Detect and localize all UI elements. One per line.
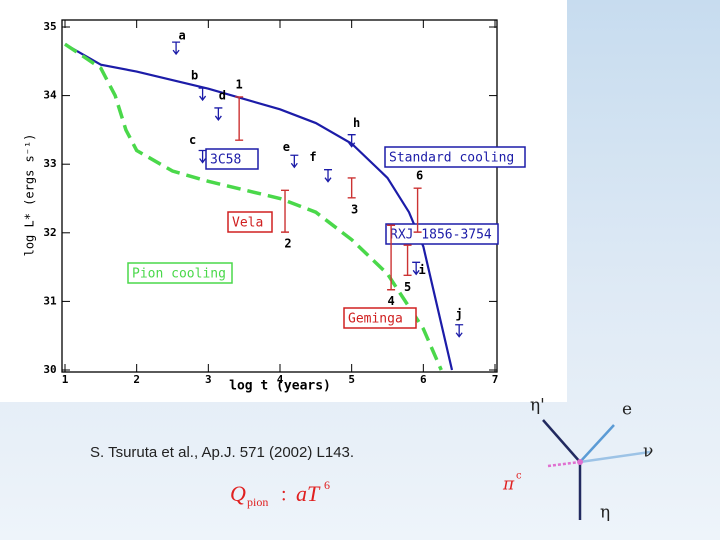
annotation-box: [343, 307, 417, 329]
upper-limit: [214, 107, 223, 122]
upper-limit-label: h: [353, 116, 360, 130]
line-nu: [579, 450, 651, 464]
error-bar: [403, 244, 412, 277]
upper-limit: [412, 261, 421, 276]
legend-box: [127, 262, 233, 284]
upper-limit: [455, 324, 464, 338]
error-bar: [281, 189, 290, 233]
line-pion: [547, 460, 581, 468]
upper-limit-label: c: [189, 133, 196, 147]
y-tick-label: 30: [43, 363, 56, 376]
error-bar: [413, 187, 422, 233]
upper-limit-label: b: [191, 69, 198, 83]
legend-label: Pion cooling: [132, 267, 226, 282]
error-bar-label: 2: [284, 237, 291, 251]
y-tick-label: 32: [43, 226, 56, 239]
formula-separator: :: [281, 484, 287, 506]
y-tick-label: 31: [43, 294, 57, 307]
series-line: [64, 42, 443, 371]
x-tick-label: 4: [277, 373, 284, 386]
series-line: [64, 43, 454, 371]
chart-background: [0, 0, 567, 402]
annotation-box: [385, 223, 499, 245]
label-pi: π: [502, 475, 515, 495]
upper-limit-label: d: [219, 88, 226, 102]
x-tick-label: 2: [133, 373, 140, 386]
upper-limit: [347, 134, 356, 148]
upper-limit: [198, 149, 207, 164]
error-bar: [347, 177, 356, 199]
x-tick-label: 6: [420, 373, 427, 386]
upper-limit-label: e: [283, 140, 290, 154]
y-tick-label: 35: [43, 20, 56, 33]
vertex-diagram: [542, 419, 651, 520]
chart: log t (years) log L* (ergs s⁻¹) 1 2 3 4 5 6 73…: [0, 0, 567, 402]
upper-limit-label: j: [456, 307, 463, 321]
line-e: [579, 424, 615, 463]
formula-exponent: 6: [324, 478, 330, 492]
error-bar-label: 3: [351, 202, 358, 216]
error-bar-label: 1: [236, 77, 243, 91]
error-bar-label: 6: [416, 169, 423, 183]
y-axis-label: log L* (ergs s⁻¹): [23, 134, 37, 257]
label-pi-charge: c: [516, 471, 522, 482]
error-bar-label: 5: [404, 280, 411, 294]
formula-symbol: Q: [230, 481, 246, 506]
legend-box: [384, 146, 526, 168]
x-tick-label: 1: [62, 373, 69, 386]
label-eta: η: [600, 503, 610, 523]
annotation-label: 3C58: [210, 153, 241, 168]
error-bar: [235, 96, 244, 141]
vertex: [577, 459, 583, 465]
legend-label: Standard cooling: [389, 151, 514, 166]
label-nu: ν: [643, 442, 653, 462]
annotation-label: Vela: [232, 216, 263, 231]
x-tick-label: 5: [348, 373, 355, 386]
upper-limit: [290, 154, 299, 169]
y-tick-label: 34: [43, 89, 57, 102]
line-eta-prime: [542, 419, 581, 463]
error-bar: [387, 224, 396, 291]
annotation-box: [227, 211, 273, 233]
citation: S. Tsuruta et al., Ap.J. 571 (2002) L143…: [90, 444, 355, 461]
y-tick-label: 33: [43, 157, 56, 170]
formula-subscript: pion: [247, 495, 268, 509]
upper-limit-label: a: [178, 29, 185, 43]
annotation-label: RXJ 1856-3754: [390, 228, 492, 243]
upper-limit-label: f: [309, 150, 316, 164]
annotation-label: Geminga: [348, 312, 403, 327]
x-tick-label: 3: [205, 373, 212, 386]
x-axis-label: log t (years): [229, 379, 331, 394]
upper-limit-label: i: [419, 263, 426, 277]
error-bar-label: 4: [387, 294, 394, 308]
formula: Q pion : aT 6: [230, 478, 330, 509]
upper-limit: [198, 87, 207, 102]
diagram-labels: η' e ν π c η: [502, 396, 653, 523]
x-tick-label: 7: [492, 373, 499, 386]
label-e: e: [622, 400, 632, 420]
upper-limit: [324, 169, 333, 183]
formula-expression: aT: [296, 481, 321, 506]
upper-limit: [172, 41, 181, 56]
